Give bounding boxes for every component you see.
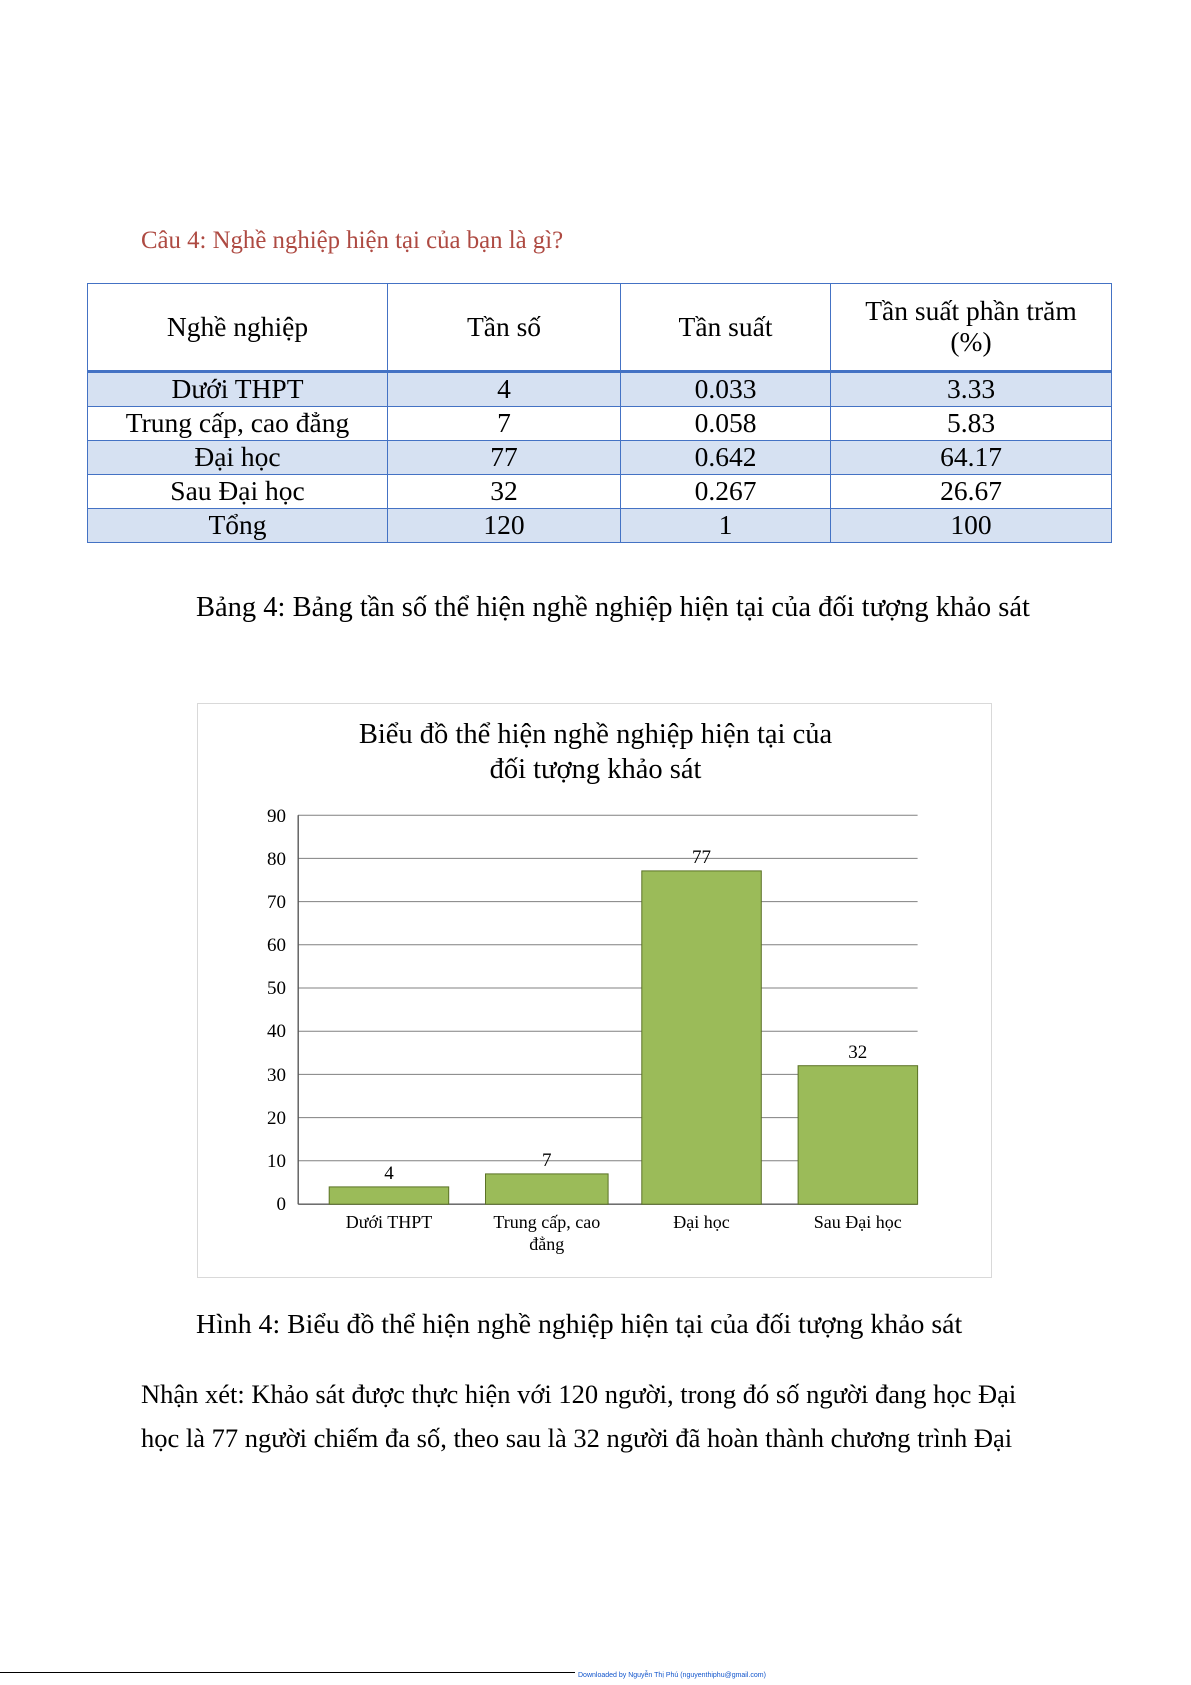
svg-text:4: 4 xyxy=(384,1163,394,1184)
svg-text:Đại học: Đại học xyxy=(673,1212,729,1232)
svg-text:Sau Đại học: Sau Đại học xyxy=(814,1212,902,1232)
svg-text:đẳng: đẳng xyxy=(529,1234,564,1254)
svg-text:77: 77 xyxy=(692,847,711,868)
svg-text:Dưới THPT: Dưới THPT xyxy=(346,1212,432,1232)
svg-text:90: 90 xyxy=(267,806,286,827)
svg-text:70: 70 xyxy=(267,892,286,913)
svg-text:80: 80 xyxy=(267,849,286,870)
svg-text:0: 0 xyxy=(277,1194,287,1215)
svg-text:20: 20 xyxy=(267,1108,286,1129)
svg-text:60: 60 xyxy=(267,935,286,956)
svg-text:7: 7 xyxy=(542,1150,552,1171)
svg-text:30: 30 xyxy=(267,1065,286,1086)
svg-text:50: 50 xyxy=(267,978,286,999)
svg-text:Trung cấp, cao: Trung cấp, cao xyxy=(493,1212,600,1232)
svg-text:10: 10 xyxy=(267,1151,286,1172)
svg-text:32: 32 xyxy=(848,1042,867,1063)
svg-text:40: 40 xyxy=(267,1021,286,1042)
